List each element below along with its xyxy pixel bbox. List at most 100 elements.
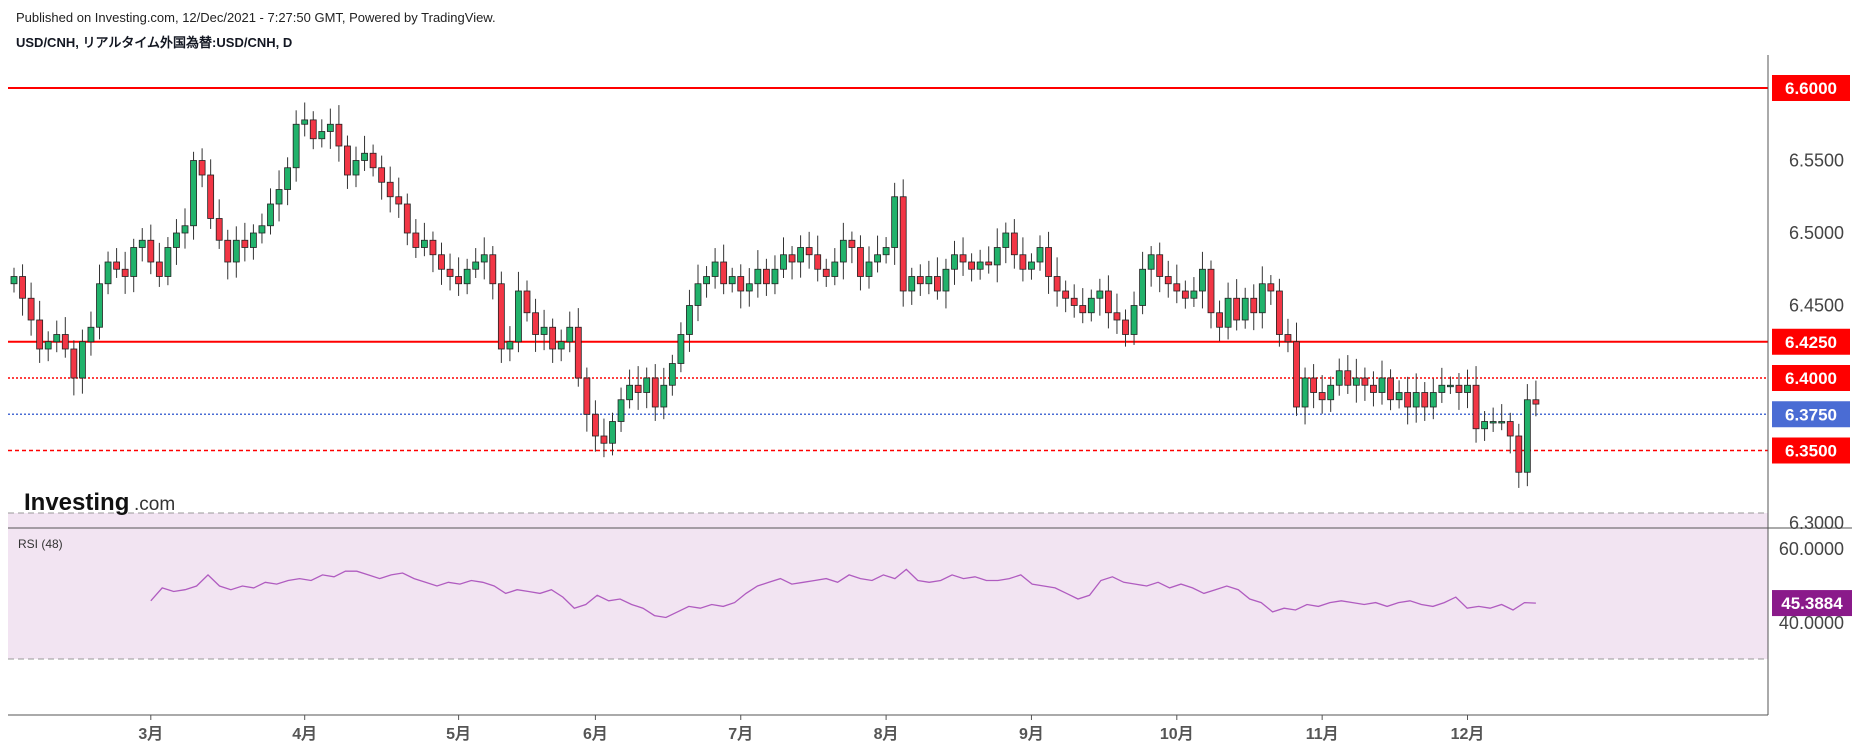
candle-body <box>455 276 463 285</box>
time-tick-label: 10月 <box>1160 725 1194 743</box>
candle-body <box>857 247 864 277</box>
candle-body <box>557 341 565 350</box>
candle-body <box>1147 254 1155 270</box>
candle-body <box>1096 290 1104 299</box>
candle-body <box>908 276 916 292</box>
candle-body <box>985 261 993 266</box>
candle-body <box>1284 334 1292 343</box>
candle-body <box>87 326 95 343</box>
candle-body <box>839 239 847 263</box>
level-badge <box>1772 75 1850 101</box>
candle-body <box>600 435 608 444</box>
level-badge <box>1772 401 1850 428</box>
candle-body <box>1276 290 1283 335</box>
candle-body <box>1045 247 1052 277</box>
candle-body <box>1258 283 1266 314</box>
price-tick-label: 6.3000 <box>1789 513 1844 533</box>
candle-body <box>1472 384 1480 430</box>
candle-body <box>463 268 471 285</box>
logo-wordmark: Investing <box>24 489 129 516</box>
candle-body <box>344 145 351 176</box>
candle-body <box>771 268 779 285</box>
candle-body <box>446 268 454 277</box>
candle-body <box>831 261 839 277</box>
candle-body <box>412 232 420 248</box>
candle-body <box>1447 384 1454 388</box>
candle-body <box>891 196 899 248</box>
candle-body <box>1352 377 1360 386</box>
candle-body <box>173 232 180 248</box>
candle-body <box>942 268 950 292</box>
candle-body <box>292 123 300 169</box>
candle-body <box>1087 297 1095 314</box>
candle-body <box>523 290 531 314</box>
candle-body <box>420 239 428 248</box>
rsi-band <box>8 513 1768 659</box>
candle-body <box>763 268 770 285</box>
candle-body <box>797 247 804 263</box>
candle-body <box>651 377 659 408</box>
candle-body <box>1233 297 1241 321</box>
time-tick-label: 4月 <box>292 725 317 743</box>
candle-body <box>27 297 35 321</box>
level-badge-label: 6.4000 <box>1785 369 1837 388</box>
candle-body <box>643 377 651 393</box>
candle-body <box>822 268 830 277</box>
axes: 6.6000 6.4250 6.4000 6.3750 6.3500 6.3000 6.45… <box>8 55 1852 743</box>
candle-body <box>1053 276 1061 292</box>
candle-body <box>686 305 693 335</box>
candle-body <box>515 290 522 343</box>
candle-body <box>899 196 907 292</box>
candle-body <box>1464 384 1471 393</box>
candle-body <box>951 254 958 270</box>
candle-body <box>959 254 967 263</box>
candle-body <box>1532 399 1540 405</box>
candle-body <box>198 160 206 176</box>
candle-body <box>1318 392 1326 401</box>
candle-body <box>96 283 103 328</box>
candle-body <box>249 232 257 248</box>
investing-logo: Investing .com <box>24 489 175 516</box>
candle-body <box>19 276 26 299</box>
candle-body <box>549 326 557 350</box>
candle-body <box>361 152 368 161</box>
candle-body <box>865 261 873 277</box>
candle-body <box>754 268 762 285</box>
candle-body <box>309 119 317 140</box>
candle-body <box>121 268 129 277</box>
time-tick-label: 5月 <box>446 725 471 743</box>
candle-body <box>720 261 728 285</box>
candle-body <box>925 276 933 285</box>
candle-body <box>480 254 488 263</box>
candle-body <box>583 377 591 415</box>
candle-body <box>1481 421 1488 430</box>
candle-body <box>429 239 437 256</box>
candle-body <box>711 261 719 277</box>
candle-body <box>703 276 710 285</box>
candle-body <box>1002 232 1010 248</box>
level-badge <box>1772 328 1850 355</box>
candle-body <box>1515 435 1523 473</box>
candle-body <box>540 326 548 335</box>
candle-body <box>1378 377 1386 393</box>
candle-body <box>1190 290 1198 299</box>
candle-body <box>130 247 138 277</box>
rsi-pane: RSI (48) <box>8 512 1768 660</box>
candle-body <box>352 160 360 176</box>
candle-body <box>677 334 685 364</box>
candle-body <box>1199 268 1206 292</box>
candle-body <box>882 247 890 256</box>
candle-body <box>668 363 676 386</box>
candle-body <box>1019 254 1027 270</box>
candle-body <box>634 384 642 393</box>
level-badge <box>1772 365 1850 391</box>
candle-body <box>53 334 61 343</box>
candle-body <box>1438 384 1446 393</box>
candle-body <box>318 131 326 140</box>
candle-body <box>1173 283 1181 292</box>
candle-body <box>241 239 249 248</box>
candle-body <box>1079 305 1087 314</box>
candle-body <box>1010 232 1018 256</box>
candle-body <box>609 421 616 444</box>
candle-body <box>284 167 292 190</box>
